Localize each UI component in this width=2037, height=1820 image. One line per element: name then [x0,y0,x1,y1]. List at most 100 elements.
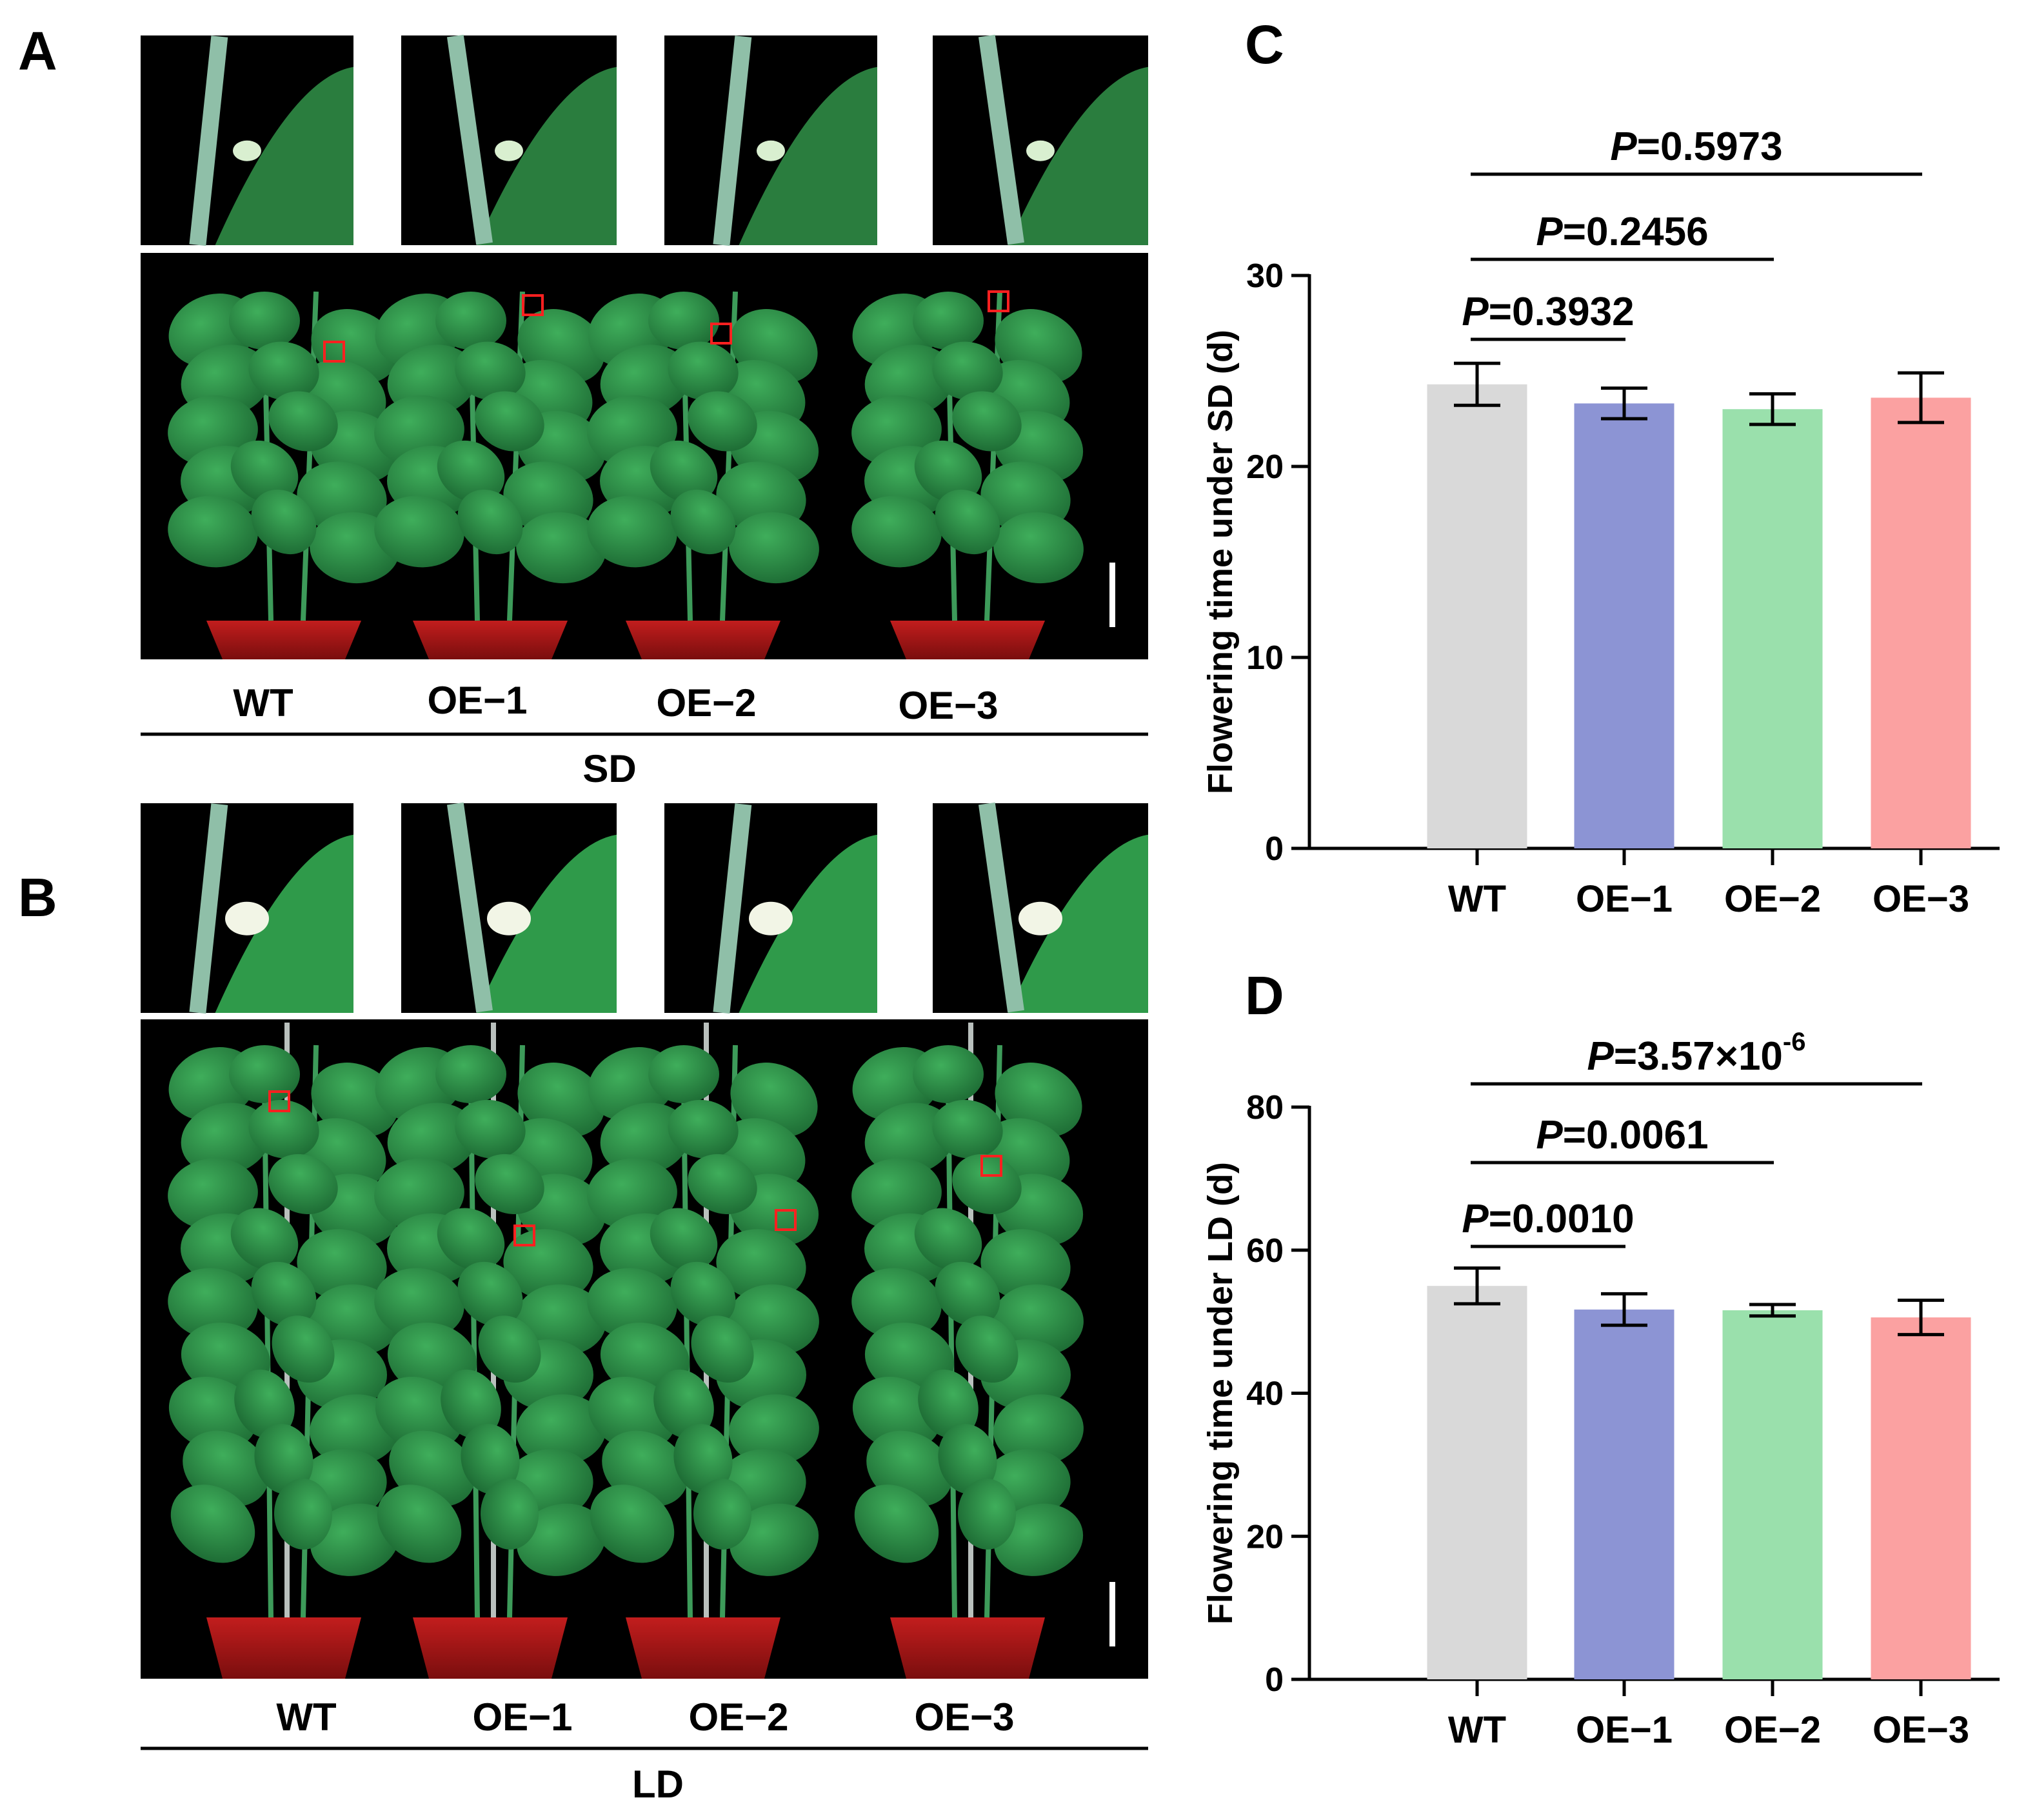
pot [626,621,780,659]
x-tick-label: OE−1 [1576,1709,1673,1751]
genotype-labels-ld: WT OE−1 OE−2 OE−3 [276,1695,1014,1739]
leaf [650,440,718,503]
leaf [935,489,1000,555]
flower-bud [749,901,793,935]
leaf [653,1369,714,1439]
plant [851,1023,1084,1679]
leaf [993,512,1084,584]
leaf [441,1369,501,1439]
panel-label-c: C [1245,14,1284,75]
pot [413,621,568,659]
stem [978,34,1024,245]
plant [587,291,819,659]
leaf [461,1424,520,1495]
inset-marker-box [980,1155,1002,1177]
leaf [670,489,736,555]
leaf [457,1261,523,1326]
leaf [516,1394,606,1466]
leaf [914,440,982,503]
error-bar [1454,1266,1500,1306]
x-tick-label: OE−2 [1724,878,1821,920]
leaf [913,1045,984,1103]
leaf [516,1284,606,1356]
leaf [914,1208,982,1270]
leaf [374,1158,464,1230]
x-tick-label: OE−2 [1724,1709,1821,1751]
stem [978,802,1024,1013]
leaf [587,1158,677,1230]
bar [1574,1309,1674,1679]
genotype-label: OE−2 [688,1695,788,1739]
condition-label-sd: SD [582,747,636,790]
y-tick-label: 30 [1246,257,1284,295]
y-tick-label: 40 [1246,1375,1284,1413]
leaf [387,1103,477,1175]
x-tick-label: WT [1448,1709,1506,1751]
y-tick-label: 80 [1246,1089,1284,1126]
leaf [273,1478,333,1550]
error-bar [1601,1292,1647,1327]
leaf [435,1045,506,1103]
leaf [455,341,526,401]
inset-marker-box [775,1209,797,1231]
inset-marker-box [513,1225,535,1246]
genotype-label: WT [233,681,293,725]
genotype-label: OE−1 [472,1695,572,1739]
leaf [297,1229,387,1301]
leaf [913,292,984,350]
leaf [935,1261,1000,1326]
leaf [729,1284,819,1356]
stem [713,803,752,1014]
inset-photo [933,34,1148,245]
leaf [215,66,353,245]
pot [206,1617,361,1679]
pot [890,1617,1045,1679]
leaf [957,1478,1017,1550]
leaf [476,66,617,245]
leaf [993,1394,1084,1466]
error-bar [1749,392,1796,426]
y-tick-label: 20 [1246,1518,1284,1555]
leaf [229,1045,300,1103]
leaf [251,1261,317,1326]
leaf [168,1158,258,1230]
stem [446,802,493,1013]
leaf [729,512,819,584]
leaf [476,834,617,1013]
leaf [251,489,317,555]
inset-marker-box [522,294,544,316]
leaf [688,391,757,452]
stem [946,1083,957,1618]
inset-marker-box [268,1090,290,1112]
error-bar [1898,1298,1944,1337]
pot [626,1617,780,1679]
leaf [980,1229,1071,1301]
leaf [272,1315,335,1383]
p-value-label: P=0.5973 [1610,125,1782,169]
genotype-label: WT [276,1695,336,1739]
x-tick-label: OE−3 [1873,1709,1969,1751]
leaf [932,341,1003,401]
bar [1722,409,1823,848]
flower-bud [757,140,785,161]
leaf [590,1485,675,1563]
y-tick-label: 10 [1246,639,1284,677]
leaf [688,1154,757,1214]
leaf [478,1315,541,1383]
panel-label-a: A [18,21,57,81]
x-tick-label: WT [1448,878,1506,920]
leaf [650,1208,718,1270]
leaf [693,1478,752,1550]
leaf [993,1503,1084,1576]
leaf [918,1369,979,1439]
p-value-label: P=0.0061 [1536,1113,1708,1157]
leaf [377,1485,462,1563]
genotype-label: OE−3 [898,684,998,727]
leaf [993,1284,1084,1356]
leaf [648,292,719,350]
leaf [254,1424,313,1495]
leaf [437,440,505,503]
leaf [729,1394,819,1466]
